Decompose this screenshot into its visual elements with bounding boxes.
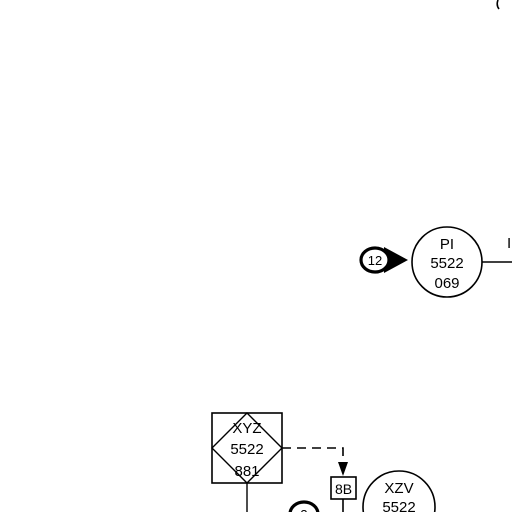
box-8b-group: 8B [330,476,357,512]
xzv-instrument-group: XZV 5522 [362,470,436,512]
pi-tag-text: PI [440,236,454,253]
xzv-instrument-bubble[interactable] [362,470,436,512]
box-8b-label: 8B [335,481,352,497]
right-edge-partial-label: I [507,235,511,252]
xyz-loop-text: 5522 [230,441,263,458]
signal-arrowhead [338,462,348,476]
xyz-number-text: 881 [234,463,259,480]
xyz-tag-text: XYZ [232,420,261,437]
xzv-tag-text: XZV [384,480,413,497]
callout-12-pointer [384,247,408,273]
pi-loop-text: 5522 [430,255,463,272]
callout-12: 12 [359,246,408,274]
callout-12-bubble [359,246,391,274]
top-edge-fragment [496,0,500,10]
xzv-loop-text: 5522 [382,499,415,512]
xyz-logic-group: XYZ 5522 881 [211,412,348,512]
pi-instrument-group: 12 PI 5522 069 I [359,226,512,298]
callout-3-bubble [288,500,320,512]
callout-3: 3 [288,500,320,512]
callout-12-label: 12 [368,253,382,268]
pi-number-text: 069 [434,275,459,292]
callout-3-label: 3 [300,507,307,512]
xyz-signal-dashed-line [282,447,344,462]
